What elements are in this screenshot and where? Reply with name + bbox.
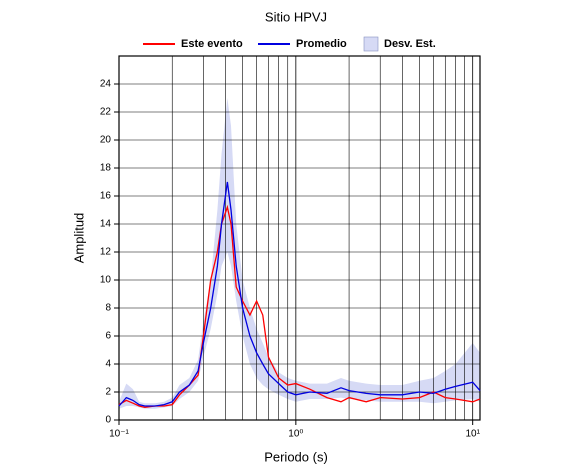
y-tick-label: 8 [105, 303, 111, 314]
x-tick-label: 10⁻¹ [109, 429, 129, 440]
series-line [118, 204, 481, 409]
y-tick-label: 2 [105, 387, 111, 398]
y-tick-label: 20 [100, 135, 112, 146]
legend-label: Promedio [296, 38, 347, 50]
legend-label: Desv. Est. [384, 38, 436, 50]
y-tick-label: 10 [100, 275, 112, 286]
y-tick-label: 12 [100, 247, 112, 258]
legend-label: Este evento [181, 38, 243, 50]
series-line [118, 181, 481, 407]
y-axis-label: Amplitud [71, 213, 86, 264]
y-tick-label: 0 [105, 415, 111, 426]
std-band [119, 98, 480, 409]
y-tick-label: 16 [100, 191, 112, 202]
x-tick-label: 10⁰ [288, 429, 303, 440]
y-tick-label: 18 [100, 163, 112, 174]
y-tick-label: 24 [100, 79, 112, 90]
legend-swatch [363, 36, 379, 52]
y-tick-label: 4 [105, 359, 111, 370]
plot-frame [118, 55, 481, 421]
y-tick-label: 6 [105, 331, 111, 342]
chart-title: Sitio HPVJ [265, 9, 327, 24]
x-axis-label: Periodo (s) [264, 449, 328, 464]
y-tick-label: 14 [100, 219, 112, 230]
y-tick-label: 22 [100, 107, 112, 118]
x-tick-label: 10¹ [465, 429, 480, 440]
